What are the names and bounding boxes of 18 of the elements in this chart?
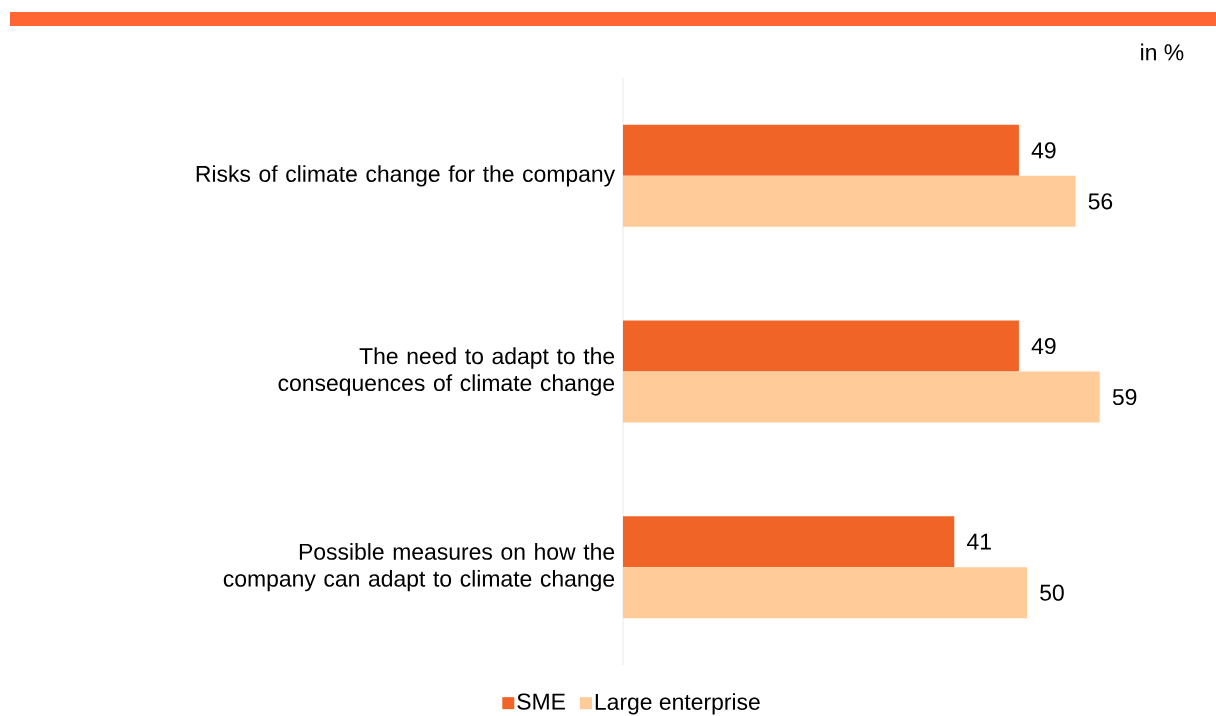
data-label: 49 <box>1031 337 1056 355</box>
bar <box>623 175 1076 227</box>
data-label: 41 <box>967 533 991 550</box>
data-label: 49 <box>1031 142 1056 159</box>
data-label: 56 <box>1088 193 1113 210</box>
bar <box>623 516 955 568</box>
y-tick-label: The need to adapt to the consequences of climate change <box>278 347 615 396</box>
data-label: 50 <box>1040 584 1064 601</box>
text: in % <box>1141 43 1184 61</box>
y-tick-label: Possible measures on how the company can adapt to climate change <box>223 543 615 592</box>
bar <box>623 567 1027 619</box>
legend-label: SME <box>517 693 565 710</box>
bar <box>623 371 1100 423</box>
data-label: 59 <box>1112 388 1137 406</box>
bar <box>623 124 1019 176</box>
legend-label: Large enterprise <box>595 693 760 715</box>
bar <box>623 320 1019 372</box>
y-tick-label: Risks of climate change for the company <box>196 165 616 187</box>
